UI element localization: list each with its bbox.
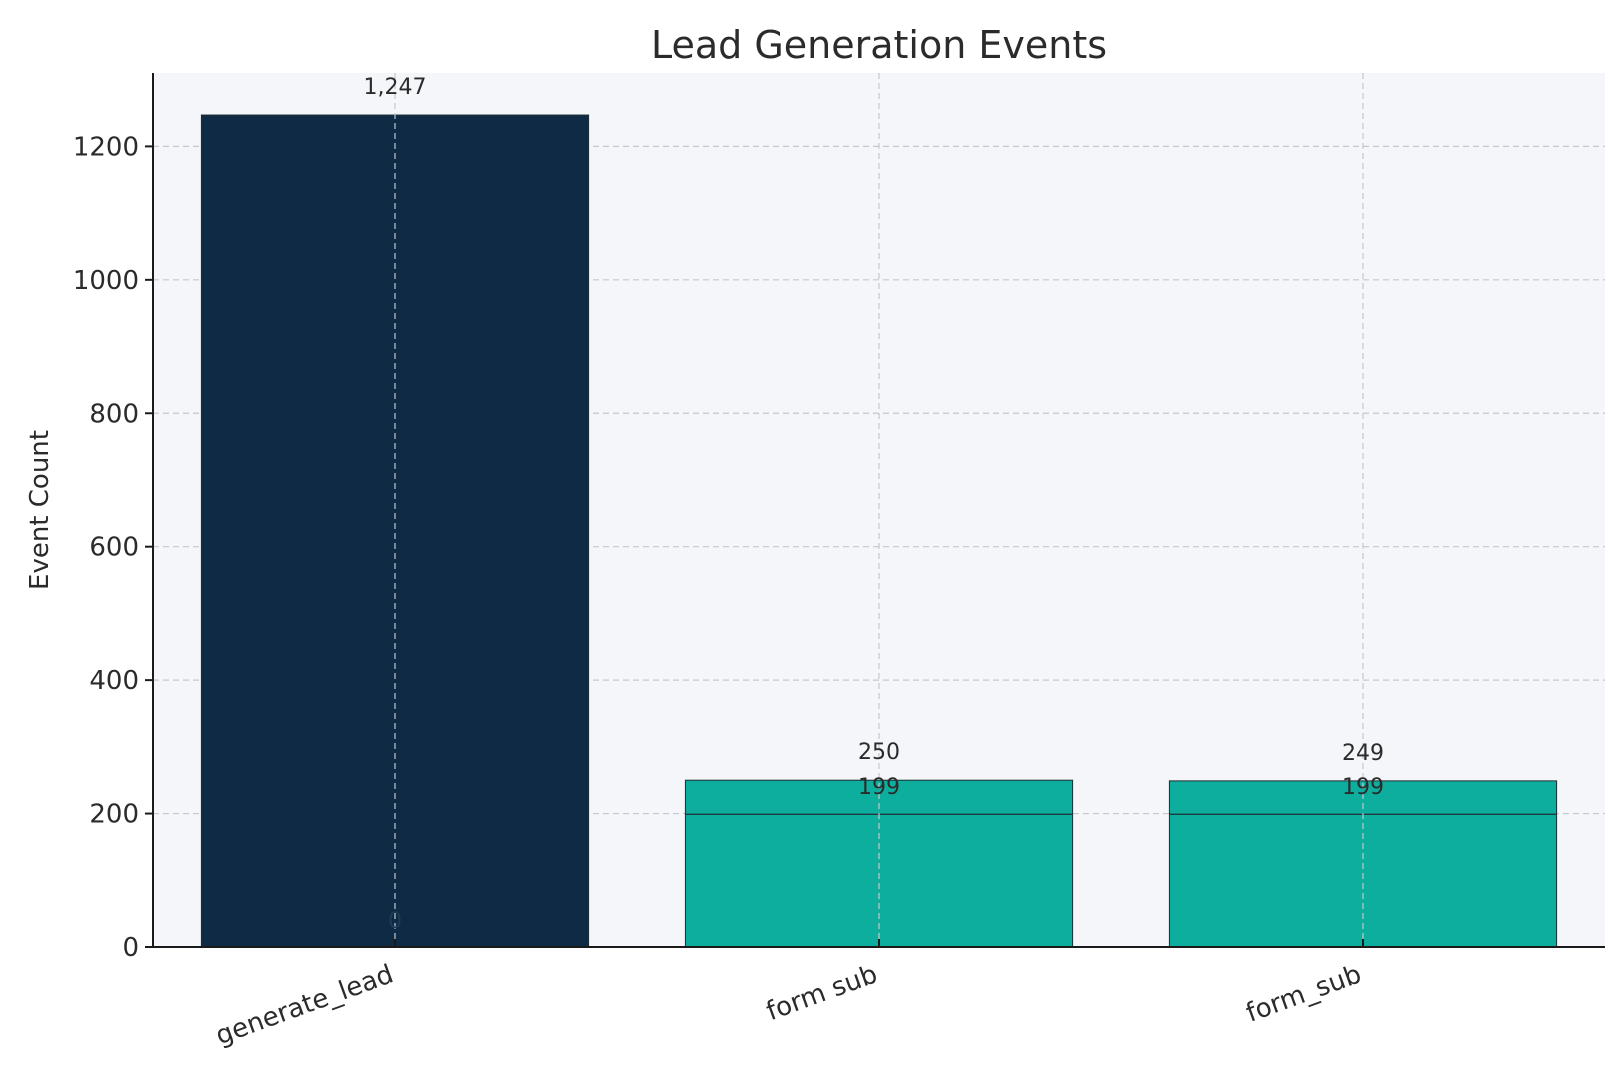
- x-axis-ticks: generate_lead form sub form_sub: [212, 939, 1365, 1051]
- data-labels: 1,247 0 250 199 249 199: [364, 75, 1384, 934]
- x-tick-label: form sub: [763, 959, 882, 1027]
- bar-inner-value-label: 0: [388, 909, 402, 934]
- x-gridlines-overlay: [394, 73, 1364, 947]
- x-tick-label: form_sub: [1242, 959, 1365, 1028]
- bar-inner-value-label: 199: [1342, 775, 1384, 800]
- bar-value-label: 249: [1342, 741, 1384, 766]
- y-axis-ticks: 0 200 400 600 800 1000 1200: [73, 132, 153, 963]
- y-tick-label: 600: [89, 533, 139, 563]
- y-tick-label: 800: [89, 399, 139, 429]
- bar-value-label: 250: [858, 740, 900, 765]
- bar-inner-value-label: 199: [858, 775, 900, 800]
- chart-title: Lead Generation Events: [651, 23, 1107, 67]
- y-tick-label: 1000: [73, 266, 139, 296]
- y-tick-label: 0: [122, 933, 139, 963]
- y-tick-label: 1200: [73, 132, 139, 162]
- y-tick-label: 400: [89, 666, 139, 696]
- bar-value-label: 1,247: [364, 75, 427, 100]
- bar-generate-lead: [200, 114, 590, 948]
- x-tick-label: generate_lead: [212, 959, 397, 1051]
- y-axis-label: Event Count: [25, 430, 55, 590]
- y-tick-label: 200: [89, 800, 139, 830]
